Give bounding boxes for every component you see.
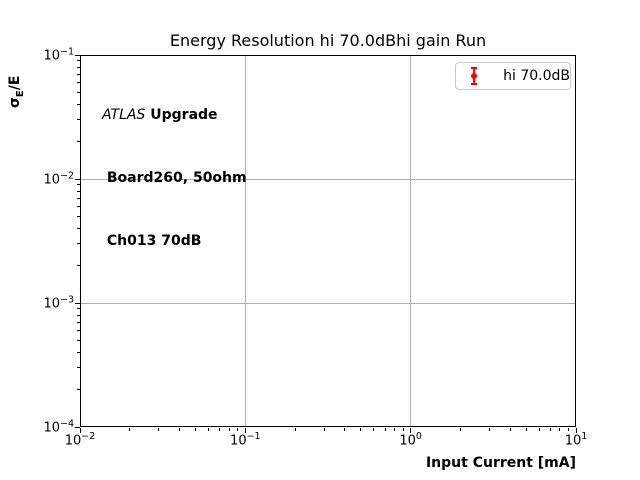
y-minor-tick — [77, 265, 80, 267]
x-minor-tick — [344, 428, 346, 431]
x-major-tick — [244, 428, 246, 433]
x-tick-label: 10−1 — [230, 431, 261, 449]
x-minor-tick — [509, 428, 511, 431]
x-gridline — [244, 56, 246, 426]
y-minor-tick — [77, 321, 80, 323]
legend-label: hi 70.0dB — [503, 68, 570, 84]
y-minor-tick — [77, 66, 80, 68]
x-minor-tick — [384, 428, 386, 431]
ylabel-sigma: σ — [7, 97, 23, 108]
x-minor-tick — [373, 428, 375, 431]
x-minor-tick — [158, 428, 160, 431]
y-minor-tick — [77, 73, 80, 75]
x-tick-label: 10−2 — [64, 431, 96, 449]
annotation-line-3: Ch013 70dB — [102, 233, 202, 249]
x-minor-tick — [567, 428, 569, 431]
errorbar-cap-top — [471, 67, 477, 69]
x-minor-tick — [459, 428, 461, 431]
legend: hi 70.0dB — [455, 62, 571, 90]
y-minor-tick — [77, 206, 80, 207]
x-minor-tick — [360, 428, 362, 431]
x-minor-tick — [489, 428, 491, 431]
y-minor-tick — [77, 367, 80, 369]
y-minor-tick — [77, 339, 80, 341]
x-minor-tick — [237, 428, 239, 431]
y-tick-label: 10−3 — [43, 294, 74, 312]
y-minor-tick — [77, 197, 80, 199]
ylabel-suffix: /E — [7, 75, 23, 91]
x-minor-tick — [394, 428, 396, 431]
x-minor-tick — [208, 428, 210, 431]
x-minor-tick — [323, 428, 325, 431]
y-minor-tick — [77, 60, 80, 62]
y-minor-tick — [77, 308, 80, 310]
y-tick-label: 10−1 — [43, 46, 74, 64]
y-minor-tick — [77, 330, 80, 331]
x-minor-tick — [195, 428, 197, 431]
y-minor-tick — [77, 227, 80, 229]
x-minor-tick — [525, 428, 527, 431]
y-minor-tick — [77, 389, 80, 391]
errorbar-marker-icon — [469, 66, 477, 86]
ylabel-subscript: E — [14, 90, 26, 98]
y-minor-tick — [77, 243, 80, 245]
y-minor-tick — [77, 215, 80, 217]
x-tick-label: 100 — [399, 431, 422, 449]
x-major-tick — [79, 428, 81, 433]
errorbar-dot — [471, 73, 477, 79]
y-minor-tick — [77, 314, 80, 316]
y-minor-tick — [77, 190, 80, 192]
x-major-tick — [575, 428, 577, 433]
x-minor-tick — [219, 428, 221, 431]
x-minor-tick — [294, 428, 296, 431]
errorbar-cap-bottom — [471, 83, 477, 85]
y-minor-tick — [77, 184, 80, 186]
y-minor-tick — [77, 91, 80, 93]
x-tick-label: 101 — [564, 431, 588, 449]
annotation-line-1: ATLAS Upgrade — [102, 105, 247, 126]
y-minor-tick — [77, 82, 80, 83]
y-major-tick — [75, 54, 80, 56]
x-axis-label: Input Current [mA] — [425, 455, 576, 471]
y-minor-tick — [77, 119, 80, 121]
y-gridline — [81, 302, 575, 304]
y-minor-tick — [77, 103, 80, 105]
x-major-tick — [410, 428, 412, 433]
x-minor-tick — [559, 428, 561, 431]
y-minor-tick — [77, 351, 80, 353]
y-major-tick — [75, 302, 80, 304]
x-minor-tick — [129, 428, 131, 431]
y-gridline — [81, 178, 575, 180]
x-minor-tick — [228, 428, 230, 431]
plot-area — [80, 55, 576, 427]
x-minor-tick — [179, 428, 181, 431]
y-tick-label: 10−2 — [43, 170, 74, 188]
annotation-atlas: ATLAS — [102, 107, 146, 123]
x-minor-tick — [549, 428, 551, 431]
y-tick-label: 10−4 — [43, 418, 74, 436]
annotation-upgrade: Upgrade — [145, 107, 218, 123]
chart-title: Energy Resolution hi 70.0dBhi gain Run — [169, 31, 487, 50]
x-gridline — [410, 56, 412, 426]
annotation-block: ATLAS Upgrade Board260, 50ohm Ch013 70dB — [102, 63, 247, 294]
y-minor-tick — [77, 141, 80, 143]
y-major-tick — [75, 426, 80, 428]
y-major-tick — [75, 178, 80, 180]
annotation-line-2: Board260, 50ohm — [102, 170, 247, 186]
x-minor-tick — [538, 428, 540, 431]
y-axis-label: σE/E — [7, 76, 26, 108]
x-minor-tick — [402, 428, 404, 431]
